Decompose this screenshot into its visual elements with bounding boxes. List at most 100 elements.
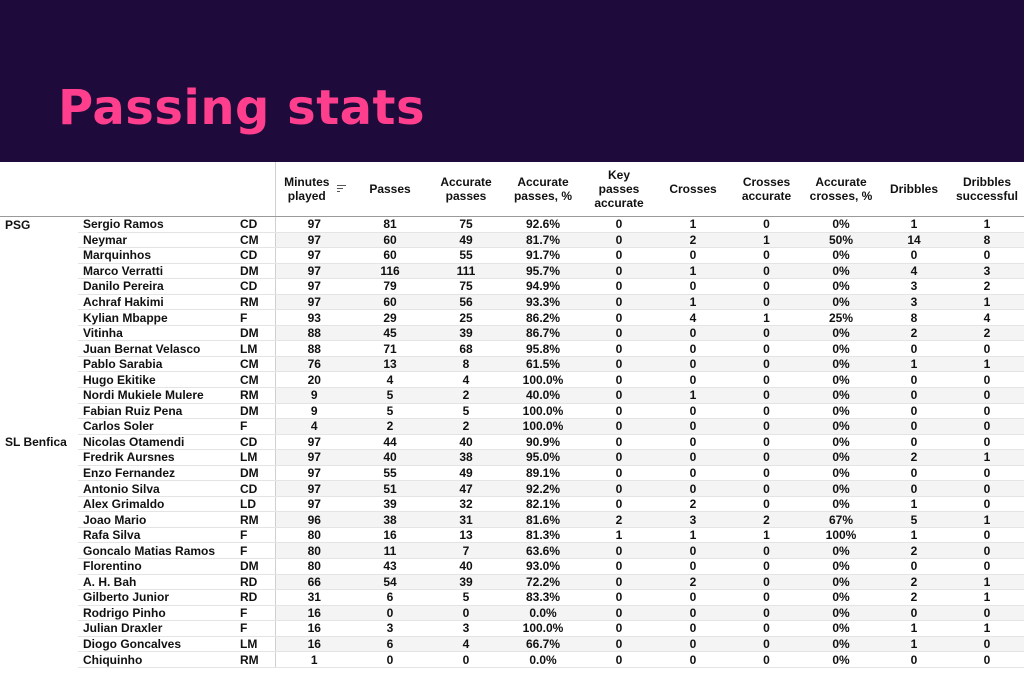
dribbles-successful-cell: 0	[950, 371, 1024, 389]
passes-cell: 43	[353, 558, 427, 575]
accurate-passes-pct-cell: 95.7%	[505, 263, 581, 280]
column-header-dribbles-successful[interactable]: Dribbles successful	[950, 162, 1024, 217]
accurate-passes-pct-cell: 81.6%	[505, 511, 581, 528]
dribbles-cell: 2	[878, 325, 950, 342]
accurate-passes-pct-cell: 0.0%	[505, 651, 581, 668]
column-header-accurate-passes-pct[interactable]: Accurate passes, %	[505, 162, 581, 217]
accurate-passes-cell: 56	[427, 294, 505, 311]
dribbles-successful-cell: 2	[950, 278, 1024, 295]
accurate-passes-pct-cell: 63.6%	[505, 542, 581, 560]
column-header-passes[interactable]: Passes	[353, 162, 427, 217]
passes-cell: 4	[353, 371, 427, 389]
accurate-passes-pct-cell: 81.3%	[505, 527, 581, 544]
table-row: Chiquinho RM 1 0 0 0.0% 0 0 0 0% 0 0	[0, 651, 1024, 668]
accurate-crosses-pct-cell: 0%	[804, 340, 878, 357]
column-header-crosses[interactable]: Crosses	[657, 162, 729, 217]
sort-descending-icon[interactable]	[336, 185, 346, 193]
player-name-cell: Rodrigo Pinho	[78, 605, 235, 622]
player-name-cell: Gilberto Junior	[78, 589, 235, 606]
position-cell: F	[235, 605, 276, 622]
table-row: Nordi Mukiele Mulere RM 9 5 2 40.0% 0 1 0 0% 0 0	[0, 387, 1024, 404]
player-name-cell: Rafa Silva	[78, 527, 235, 544]
table-body: PSG Sergio Ramos CD 97 81 75 92.6% 0 1 0 0% 1 1 Neyma…	[0, 216, 1024, 668]
accurate-crosses-pct-cell: 0%	[804, 605, 878, 622]
player-name-cell: Pablo Sarabia	[78, 356, 235, 373]
crosses-accurate-cell: 0	[729, 574, 804, 591]
accurate-passes-cell: 5	[427, 589, 505, 606]
key-passes-accurate-cell: 0	[581, 589, 657, 606]
dribbles-cell: 0	[878, 371, 950, 389]
accurate-passes-cell: 3	[427, 620, 505, 637]
crosses-cell: 0	[657, 340, 729, 357]
accurate-passes-cell: 0	[427, 651, 505, 668]
passes-cell: 79	[353, 278, 427, 295]
accurate-passes-pct-cell: 86.7%	[505, 325, 581, 342]
column-header-label: Minutes played	[284, 175, 330, 203]
minutes-played-cell: 31	[275, 589, 353, 606]
player-name-cell: Enzo Fernandez	[78, 465, 235, 482]
accurate-passes-pct-cell: 100.0%	[505, 403, 581, 420]
table-row: Antonio Silva CD 97 51 47 92.2% 0 0 0 0% 0 0	[0, 480, 1024, 497]
crosses-accurate-cell: 0	[729, 636, 804, 653]
accurate-passes-cell: 40	[427, 558, 505, 575]
player-name-cell: Juan Bernat Velasco	[78, 340, 235, 357]
position-cell: RM	[235, 511, 276, 528]
passes-cell: 5	[353, 387, 427, 404]
table-row: Juan Bernat Velasco LM 88 71 68 95.8% 0 0 0 0% 0 0	[0, 340, 1024, 357]
key-passes-accurate-cell: 0	[581, 636, 657, 653]
crosses-cell: 2	[657, 232, 729, 249]
dribbles-cell: 8	[878, 309, 950, 326]
minutes-played-cell: 97	[275, 465, 353, 482]
dribbles-cell: 4	[878, 263, 950, 280]
accurate-passes-cell: 0	[427, 605, 505, 622]
table-row: PSG Sergio Ramos CD 97 81 75 92.6% 0 1 0 0% 1 1	[0, 216, 1024, 233]
minutes-played-cell: 97	[275, 294, 353, 311]
position-cell: RD	[235, 574, 276, 591]
position-cell: DM	[235, 465, 276, 482]
passes-cell: 5	[353, 403, 427, 420]
accurate-crosses-pct-cell: 0%	[804, 403, 878, 420]
player-name-cell: Julian Draxler	[78, 620, 235, 637]
accurate-passes-cell: 2	[427, 387, 505, 404]
accurate-passes-pct-cell: 95.8%	[505, 340, 581, 357]
player-name-cell: Alex Grimaldo	[78, 496, 235, 513]
crosses-cell: 1	[657, 387, 729, 404]
player-name-cell: Kylian Mbappe	[78, 309, 235, 326]
column-header-crosses-accurate[interactable]: Crosses accurate	[729, 162, 804, 217]
dribbles-successful-cell: 0	[950, 465, 1024, 482]
minutes-played-cell: 4	[275, 418, 353, 435]
crosses-cell: 0	[657, 356, 729, 373]
accurate-passes-cell: 111	[427, 263, 505, 280]
team-cell	[0, 465, 78, 481]
team-cell	[0, 325, 78, 341]
accurate-passes-pct-cell: 86.2%	[505, 309, 581, 326]
column-header-accurate-crosses-pct[interactable]: Accurate crosses, %	[804, 162, 878, 217]
crosses-accurate-cell: 0	[729, 434, 804, 451]
crosses-accurate-cell: 0	[729, 558, 804, 575]
crosses-accurate-cell: 0	[729, 620, 804, 637]
crosses-accurate-cell: 0	[729, 263, 804, 280]
dribbles-cell: 0	[878, 605, 950, 622]
crosses-accurate-cell: 1	[729, 309, 804, 326]
crosses-cell: 0	[657, 480, 729, 497]
column-header-dribbles[interactable]: Dribbles	[878, 162, 950, 217]
accurate-passes-cell: 55	[427, 247, 505, 264]
crosses-cell: 0	[657, 589, 729, 606]
crosses-cell: 0	[657, 371, 729, 389]
team-cell	[0, 356, 78, 372]
column-header-minutes-played[interactable]: Minutes played	[275, 162, 353, 217]
crosses-cell: 0	[657, 558, 729, 575]
accurate-passes-cell: 40	[427, 434, 505, 451]
accurate-passes-pct-cell: 81.7%	[505, 232, 581, 249]
key-passes-accurate-cell: 0	[581, 403, 657, 420]
player-name-cell: Sergio Ramos	[78, 216, 235, 233]
table-row: Joao Mario RM 96 38 31 81.6% 2 3 2 67% 5 1	[0, 511, 1024, 528]
column-header-accurate-passes[interactable]: Accurate passes	[427, 162, 505, 217]
accurate-passes-pct-cell: 72.2%	[505, 574, 581, 591]
team-cell	[0, 403, 78, 419]
dribbles-cell: 2	[878, 542, 950, 560]
key-passes-accurate-cell: 0	[581, 480, 657, 497]
column-header-key-passes-accurate[interactable]: Key passes accurate	[581, 162, 657, 217]
minutes-played-cell: 96	[275, 511, 353, 528]
accurate-crosses-pct-cell: 0%	[804, 278, 878, 295]
